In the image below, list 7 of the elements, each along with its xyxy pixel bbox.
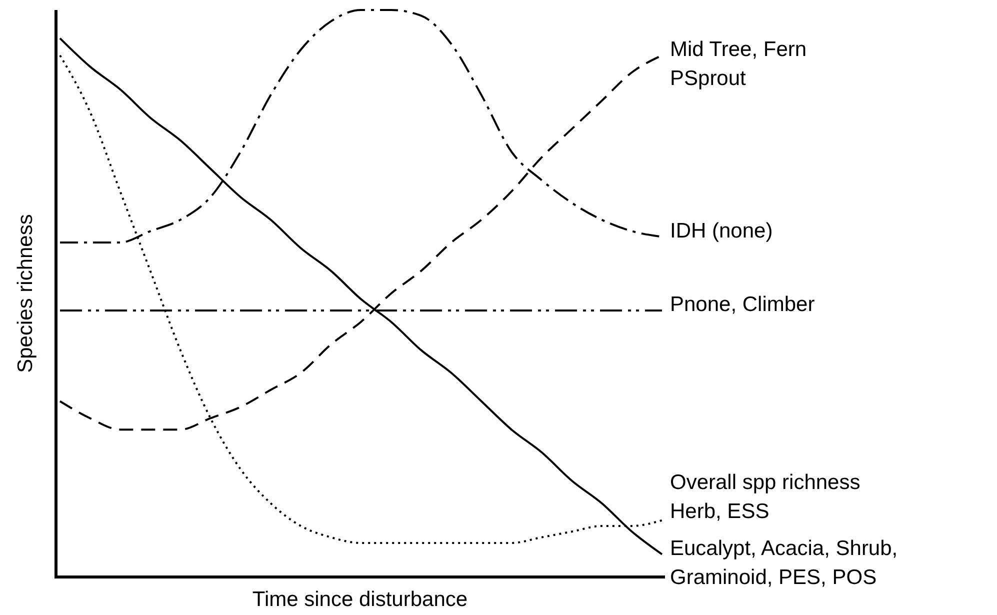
series-label: IDH (none) <box>670 220 773 242</box>
y-axis-title: Species richness <box>14 214 37 373</box>
series-label: Mid Tree, Fern PSprout <box>670 38 807 90</box>
series-label: Eucalypt, Acacia, Shrub, Graminoid, PES, POS <box>670 537 898 590</box>
x-axis-title: Time since disturbance <box>252 588 468 611</box>
series-label: Pnone, Climber <box>670 293 815 316</box>
series-label: Overall spp richness Herb, ESS <box>670 471 860 524</box>
